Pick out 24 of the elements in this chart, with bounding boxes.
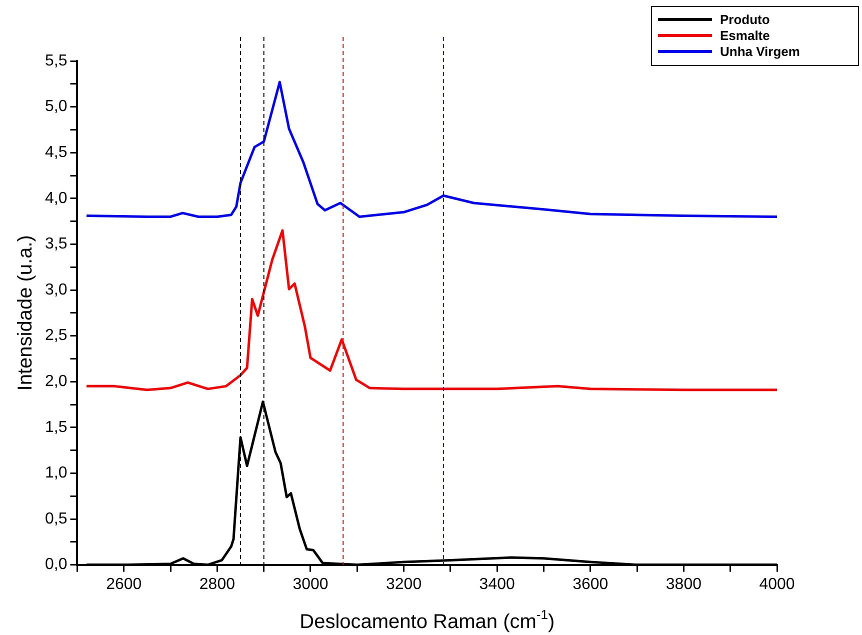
x-tick-label: 3200	[386, 576, 422, 593]
y-tick-label: 2,0	[44, 373, 68, 390]
y-tick-label: 5,5	[44, 52, 68, 70]
y-tick-label: 5,0	[44, 98, 68, 116]
y-tick-label: 3,0	[44, 281, 68, 298]
y-tick-label: 4,5	[44, 144, 68, 162]
y-tick-label: 2,5	[44, 327, 68, 344]
x-tick-label: 3000	[292, 576, 328, 593]
y-tick-label: 1,0	[44, 464, 68, 482]
x-tick-label: 3600	[572, 576, 608, 593]
x-tick-label: 2600	[106, 576, 142, 593]
legend-label: Esmalte	[720, 28, 770, 42]
y-tick-label: 0,5	[44, 510, 68, 528]
x-tick-label: 3800	[666, 576, 702, 593]
y-tick-label: 3,5	[44, 236, 68, 253]
x-tick-label: 2800	[199, 576, 236, 593]
x-tick-label: 3400	[479, 576, 515, 593]
legend-label: Unha Virgem	[720, 44, 800, 58]
y-tick-label: 1,5	[44, 418, 68, 436]
x-tick-label: 4000	[759, 576, 795, 593]
y-axis-title: Intensidade (u.a.)	[14, 235, 37, 391]
y-tick-label: 4,0	[44, 190, 68, 207]
y-tick-label: 0,0	[44, 556, 68, 574]
legend-label: Produto	[720, 12, 770, 26]
